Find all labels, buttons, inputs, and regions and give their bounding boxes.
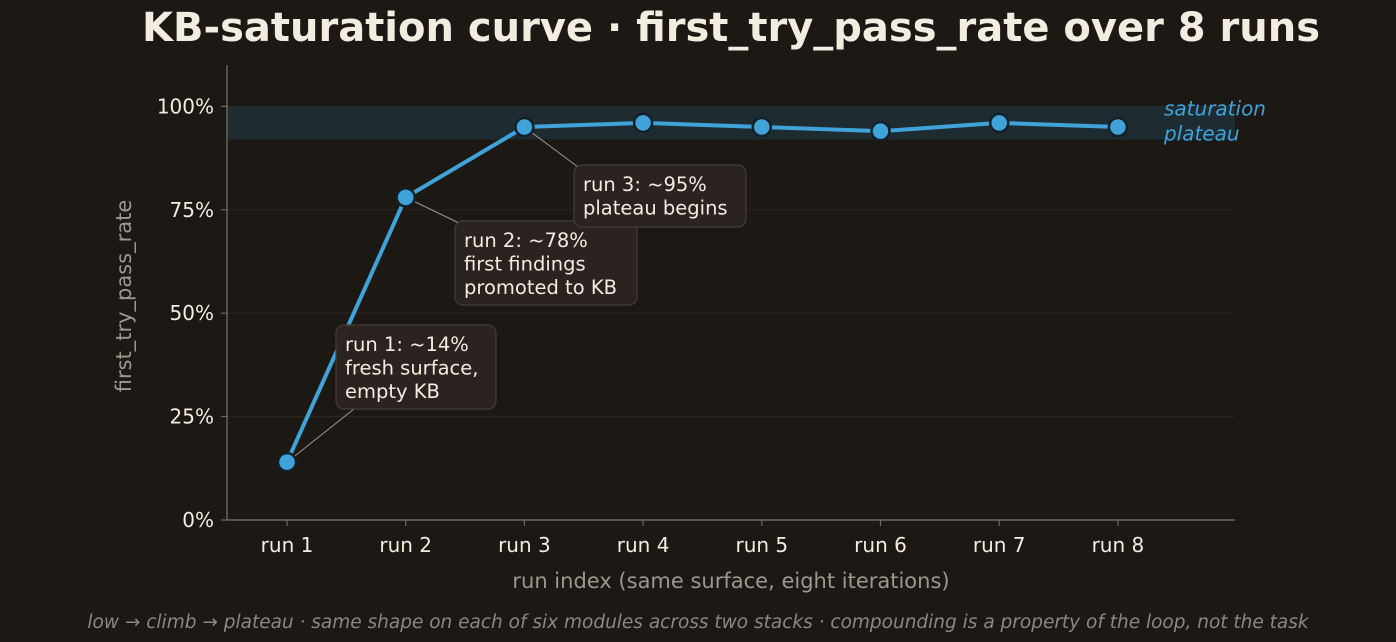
chart-title: KB-saturation curve · first_try_pass_rat… [142,5,1320,51]
band-label: saturation plateau [1163,96,1266,145]
annotation-line: empty KB [345,380,440,403]
data-point [1107,116,1129,138]
band-label-line: saturation [1164,96,1266,120]
footer-caption: low → climb → plateau · same shape on ea… [87,612,1310,633]
annotation-text: run 1: ~14% fresh surface, empty KB [345,333,478,403]
x-tick-label: run 1 [261,533,314,557]
y-tick-label: 0% [182,508,214,532]
plot-area: saturation plateau 0% 25% 50% 75% 100% run 1 run… [157,65,1266,557]
x-tick-label: run 2 [379,533,432,557]
x-tick-label: run 4 [617,533,670,557]
annotation: run 2: ~78% first findings promoted to KB [454,220,638,306]
y-tick-label: 50% [170,301,214,325]
annotation-line: run 3: ~95% [583,173,707,196]
y-tick-label: 100% [157,94,214,118]
x-tick-label: run 5 [735,533,788,557]
data-point [870,120,891,142]
annotation-text: run 3: ~95% plateau begins [583,173,728,220]
data-point [751,116,773,138]
y-tick-label: 25% [170,405,214,429]
saturation-band [227,106,1235,140]
annotation: run 3: ~95% plateau begins [573,164,747,228]
annotation-text: run 2: ~78% first findings promoted to KB [464,229,617,299]
data-point [632,112,654,134]
data-point [395,187,416,208]
annotation-line: plateau begins [583,197,728,220]
x-tick-label: run 8 [1092,533,1145,557]
annotation-line: fresh surface, [345,357,478,380]
annotation-box [335,324,497,410]
x-tick-label: run 6 [854,533,907,557]
annotation-leader [286,408,355,463]
annotation-line: run 1: ~14% [345,333,469,356]
annotation: run 1: ~14% fresh surface, empty KB [335,324,497,410]
annotation-line: run 2: ~78% [464,229,588,252]
data-point [514,116,535,138]
annotation-box [573,164,747,228]
band-label-line: plateau [1163,121,1240,145]
data-point [988,112,1010,134]
annotation-line: promoted to KB [464,276,617,299]
y-tick-label: 75% [170,198,214,222]
x-axis-label: run index (same surface, eight iteration… [512,569,949,593]
annotation-box [454,220,638,306]
y-axis-label: first_try_pass_rate [112,200,137,393]
annotation-line: first findings [464,253,586,276]
series-line [285,120,1120,465]
x-tick-label: run 7 [973,533,1026,557]
annotation-leader [524,126,579,168]
data-point [276,451,298,473]
x-tick-label: run 3 [498,533,551,557]
